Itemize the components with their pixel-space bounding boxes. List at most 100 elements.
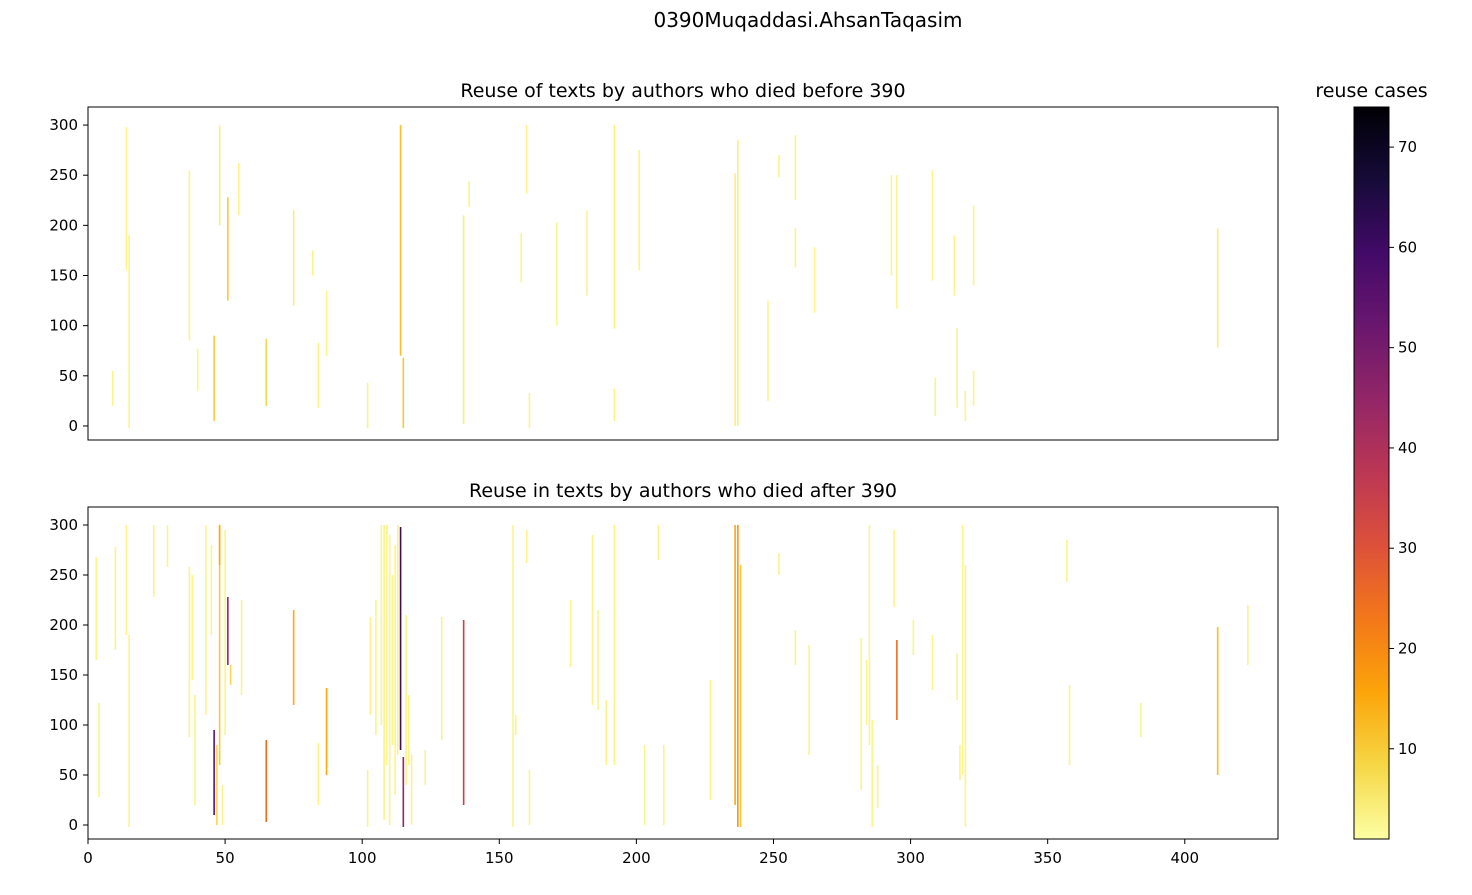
reuse-segment	[739, 565, 742, 827]
reuse-segment	[893, 530, 895, 607]
reuse-segment	[767, 300, 769, 401]
reuse-segment	[896, 175, 898, 309]
y-tick-label: 100	[49, 716, 78, 734]
bottom-panel: Reuse in texts by authors who died after…	[49, 480, 1279, 867]
reuse-segment	[380, 525, 383, 725]
reuse-segment	[597, 610, 599, 710]
reuse-segment	[125, 525, 128, 635]
reuse-segment	[125, 127, 128, 271]
y-tick-label: 0	[68, 816, 78, 834]
reuse-segment	[525, 125, 528, 194]
reuse-segment	[512, 525, 514, 827]
reuse-segment	[98, 703, 100, 797]
reuse-segment	[317, 342, 320, 408]
reuse-segment	[238, 163, 240, 216]
reuse-segment	[188, 567, 191, 737]
reuse-segment	[218, 125, 221, 226]
panel-title: Reuse of texts by authors who died befor…	[460, 80, 905, 102]
reuse-segment	[128, 635, 130, 827]
reuse-segment	[386, 525, 388, 765]
reuse-segment	[1068, 685, 1071, 765]
reuse-segment	[227, 597, 229, 665]
reuse-segment	[325, 688, 328, 775]
reuse-segment	[591, 535, 594, 705]
reuse-segment	[366, 770, 369, 827]
colorbar-tick-label: 20	[1398, 639, 1417, 657]
reuse-segment	[778, 155, 780, 178]
reuse-segment	[292, 210, 295, 306]
reuse-segment	[408, 695, 410, 765]
reuse-segment	[934, 377, 937, 416]
x-tick-label: 100	[348, 849, 377, 867]
reuse-segment	[375, 600, 377, 735]
reuse-segment	[95, 557, 98, 660]
reuse-segment	[366, 382, 369, 428]
reuse-segment	[972, 370, 975, 406]
reuse-segment	[1066, 540, 1068, 582]
reuse-segment	[462, 620, 465, 805]
reuse-segment	[794, 228, 797, 268]
reuse-segment	[808, 645, 810, 755]
reuse-segment	[196, 348, 199, 391]
reuse-segment	[794, 135, 797, 201]
colorbar-title: reuse cases	[1315, 80, 1427, 102]
reuse-segment	[964, 390, 967, 421]
reuse-segment	[896, 640, 898, 720]
reuse-segment	[397, 525, 399, 755]
reuse-segment	[468, 181, 470, 208]
reuse-segment	[153, 525, 155, 597]
y-tick-label: 300	[49, 516, 78, 534]
reuse-segment	[194, 695, 196, 805]
colorbar-tick-label: 60	[1398, 238, 1417, 256]
reuse-segment	[1140, 703, 1142, 737]
reuse-segment	[737, 525, 739, 827]
reuse-segment	[188, 170, 191, 341]
reuse-segment	[128, 235, 130, 428]
colorbar-tick-label: 10	[1398, 740, 1417, 758]
reuse-segment	[210, 545, 213, 635]
reuse-segment	[734, 525, 736, 805]
x-tick-label: 400	[1170, 849, 1199, 867]
reuse-segment	[312, 250, 314, 276]
reuse-segment	[613, 525, 616, 765]
axes-frame	[87, 106, 1279, 441]
reuse-segment	[520, 233, 523, 283]
reuse-segment	[890, 175, 893, 276]
reuse-segment	[265, 338, 268, 406]
reuse-segment	[778, 553, 780, 575]
reuse-segment	[605, 700, 608, 765]
reuse-segment	[391, 575, 394, 745]
axes-frame	[87, 506, 1279, 840]
reuse-segment	[166, 525, 169, 567]
reuse-segment	[514, 715, 517, 735]
y-tick-label: 300	[49, 116, 78, 134]
reuse-segment	[737, 140, 739, 426]
x-tick-label: 250	[759, 849, 788, 867]
reuse-segment	[218, 525, 221, 565]
reuse-segment	[956, 653, 958, 700]
reuse-segment	[865, 660, 868, 725]
reuse-segment	[657, 525, 660, 560]
x-tick-label: 300	[896, 849, 925, 867]
reuse-segment	[794, 630, 797, 665]
reuse-segment	[643, 745, 646, 825]
reuse-segment	[399, 125, 402, 356]
reuse-segment	[813, 247, 816, 313]
reuse-segment	[221, 785, 224, 825]
reuse-segment	[734, 173, 736, 426]
reuse-segment	[369, 617, 372, 715]
figure-title: 0390Muqaddasi.AhsanTaqasim	[653, 8, 963, 32]
reuse-segment	[383, 525, 385, 820]
reuse-segment	[216, 745, 218, 825]
reuse-segment	[638, 150, 640, 271]
reuse-segment	[218, 525, 221, 765]
reuse-segment	[1216, 627, 1219, 775]
reuse-segment	[462, 215, 465, 424]
reuse-segment	[528, 392, 531, 428]
reuse-segment	[213, 335, 215, 421]
reuse-segment	[402, 757, 405, 827]
colorbar-tick-label: 50	[1398, 339, 1417, 357]
reuse-segment	[709, 680, 712, 800]
reuse-segment	[871, 720, 873, 827]
